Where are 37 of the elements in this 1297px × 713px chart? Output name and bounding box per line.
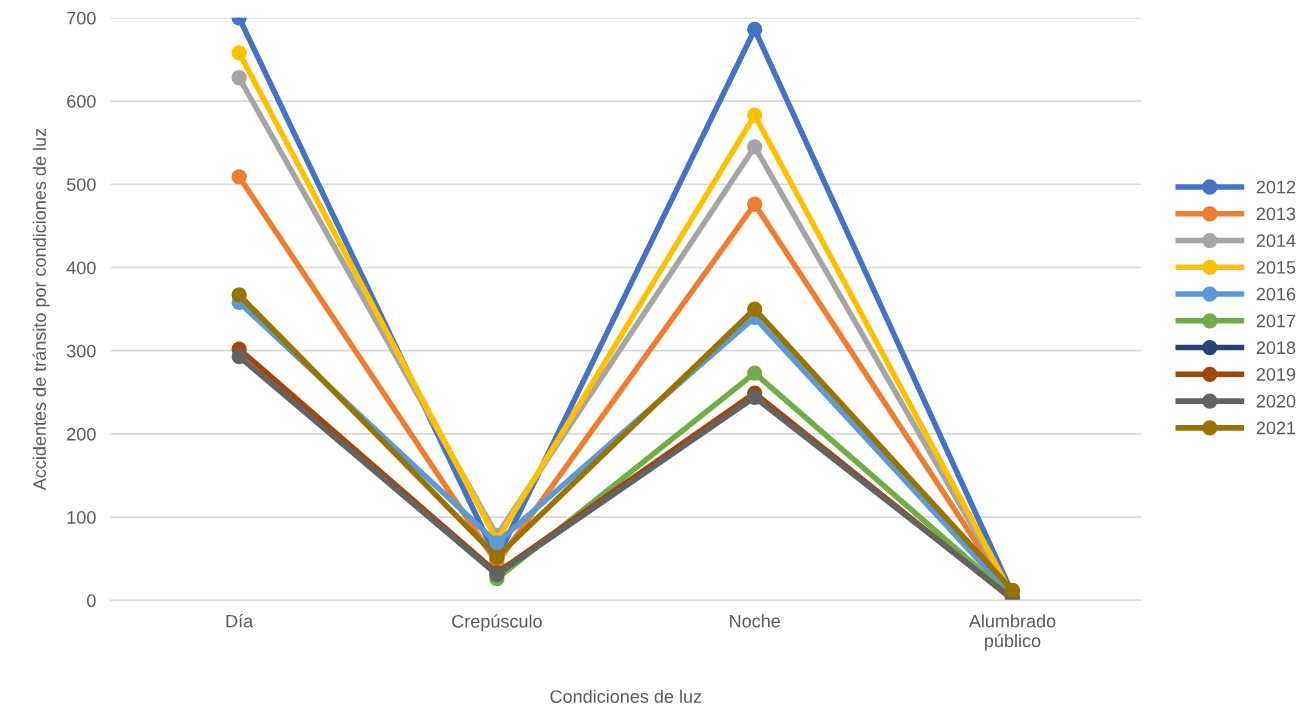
- point: [231, 287, 247, 303]
- legend-label: 2013: [1256, 207, 1296, 221]
- legend-label: 2019: [1256, 368, 1296, 381]
- legend-label: 2021: [1256, 421, 1296, 435]
- y-tick-label: 700: [67, 11, 96, 25]
- x-tick-label: Alumbrado público: [968, 614, 1056, 651]
- point: [231, 70, 247, 86]
- legend-label: 2015: [1256, 261, 1296, 274]
- legend-label: 2016: [1256, 287, 1296, 301]
- y-tick-label: 600: [67, 94, 96, 108]
- legend-label: 2018: [1256, 341, 1296, 355]
- point: [747, 21, 763, 38]
- y-tick-label: 100: [67, 511, 96, 524]
- point: [747, 365, 763, 381]
- y-tick-label: 300: [66, 344, 96, 358]
- point: [231, 169, 247, 185]
- x-tick-label: Crepúsculo: [452, 614, 542, 632]
- point: [1004, 582, 1021, 598]
- x-tick-label: Día: [226, 614, 254, 628]
- point: [747, 196, 763, 212]
- y-axis-title: Accidentes de tránsito por condiciones de luz: [32, 128, 50, 491]
- point: [747, 107, 763, 123]
- legend-label: 2012: [1256, 180, 1296, 194]
- point: [747, 389, 763, 405]
- y-tick-label: 200: [67, 427, 96, 441]
- legend-label: 2014: [1256, 234, 1296, 248]
- point: [747, 301, 763, 317]
- x-axis-title: Condiciones de luz: [550, 689, 702, 703]
- legend-label: 2020: [1256, 394, 1296, 408]
- legend-label: 2017: [1256, 314, 1296, 328]
- x-tick-label: Noche: [730, 614, 780, 628]
- y-tick-label: 500: [66, 178, 96, 191]
- point: [747, 139, 763, 155]
- y-tick-label: 0: [87, 594, 96, 608]
- y-tick-label: 400: [66, 261, 96, 275]
- point: [231, 45, 247, 61]
- point: [231, 348, 247, 365]
